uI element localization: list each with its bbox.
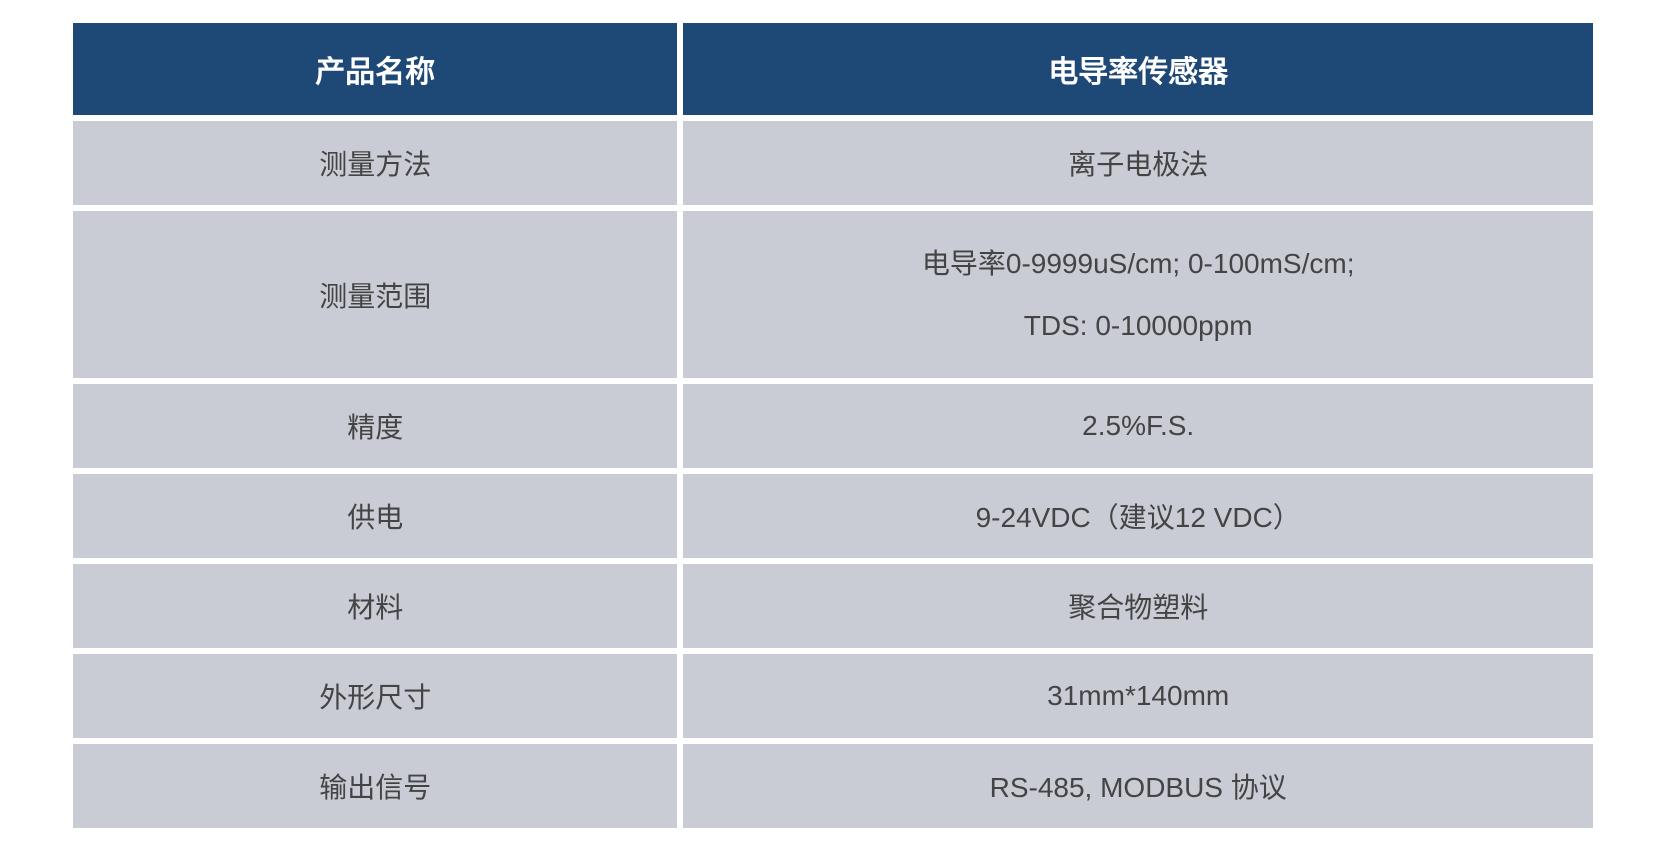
table-row: 测量范围 电导率0-9999uS/cm; 0-100mS/cm; TDS: 0-… (70, 208, 1596, 381)
row-label: 外形尺寸 (70, 651, 680, 741)
table-row: 供电 9-24VDC（建议12 VDC） (70, 471, 1596, 561)
row-value: 31mm*140mm (680, 651, 1596, 741)
table-row: 测量方法 离子电极法 (70, 118, 1596, 208)
table-row: 输出信号 RS-485, MODBUS 协议 (70, 741, 1596, 831)
table-header-row: 产品名称 电导率传感器 (70, 20, 1596, 118)
row-value: RS-485, MODBUS 协议 (680, 741, 1596, 831)
row-label: 测量方法 (70, 118, 680, 208)
row-value-line1: 电导率0-9999uS/cm; 0-100mS/cm; (922, 248, 1355, 279)
row-value: 聚合物塑料 (680, 561, 1596, 651)
row-value: 离子电极法 (680, 118, 1596, 208)
table-row: 精度 2.5%F.S. (70, 381, 1596, 471)
header-product-value: 电导率传感器 (680, 20, 1596, 118)
row-label: 输出信号 (70, 741, 680, 831)
row-value: 2.5%F.S. (680, 381, 1596, 471)
row-value-line2: TDS: 0-10000ppm (1024, 310, 1253, 341)
row-label: 精度 (70, 381, 680, 471)
spec-table: 产品名称 电导率传感器 测量方法 离子电极法 测量范围 电导率0-9999uS/… (70, 20, 1596, 831)
table-row: 材料 聚合物塑料 (70, 561, 1596, 651)
row-value: 9-24VDC（建议12 VDC） (680, 471, 1596, 561)
row-value: 电导率0-9999uS/cm; 0-100mS/cm; TDS: 0-10000… (680, 208, 1596, 381)
table-row: 外形尺寸 31mm*140mm (70, 651, 1596, 741)
header-product-name: 产品名称 (70, 20, 680, 118)
row-label: 供电 (70, 471, 680, 561)
row-label: 测量范围 (70, 208, 680, 381)
row-label: 材料 (70, 561, 680, 651)
